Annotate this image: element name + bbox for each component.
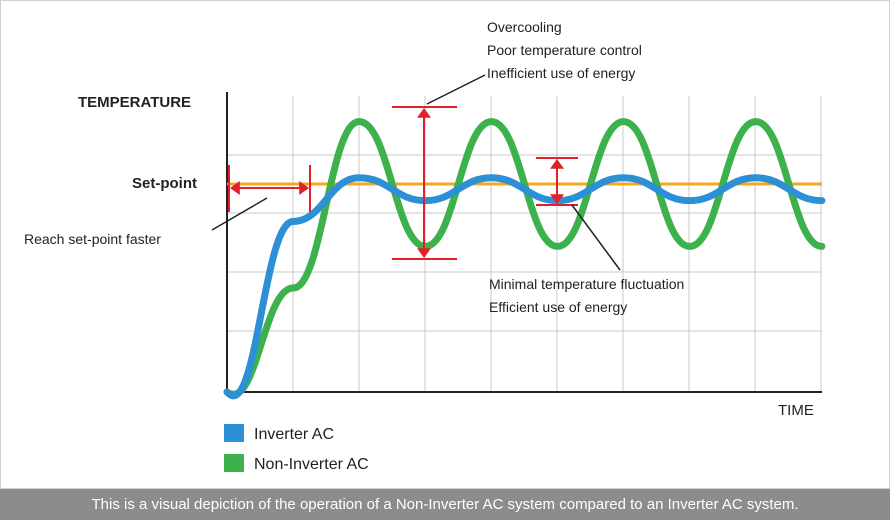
setpoint-label: Set-point bbox=[132, 175, 197, 192]
series-line-non-inverter-ac bbox=[223, 118, 826, 398]
marker-arrow-right bbox=[299, 181, 309, 195]
chart-canvas: TEMPERATURE Set-point TIME Reach set-poi… bbox=[24, 19, 826, 473]
annotation-minimal-2: Efficient use of energy bbox=[489, 299, 627, 315]
annotation-overcooling-3: Inefficient use of energy bbox=[487, 65, 635, 81]
x-axis-label: TIME bbox=[778, 402, 814, 419]
legend-swatch-inverter-ac bbox=[224, 424, 244, 442]
leader-lines bbox=[211, 74, 621, 271]
marker-arrow-down-small bbox=[550, 194, 564, 204]
axes bbox=[226, 92, 822, 393]
leader-overcooling bbox=[426, 74, 486, 105]
leader-minimal bbox=[571, 204, 621, 271]
marker-arrow-left bbox=[230, 181, 240, 195]
legend-swatch-non-inverter-ac bbox=[224, 454, 244, 472]
caption: This is a visual depiction of the operat… bbox=[0, 489, 890, 520]
marker-arrow-down bbox=[417, 248, 431, 258]
annotation-overcooling-2: Poor temperature control bbox=[487, 42, 642, 58]
annotation-markers bbox=[228, 106, 578, 260]
annotation-minimal-1: Minimal temperature fluctuation bbox=[489, 276, 684, 292]
marker-arrow-up-small bbox=[550, 159, 564, 169]
marker-arrow-up bbox=[417, 108, 431, 118]
annotation-reach: Reach set-point faster bbox=[24, 231, 161, 247]
series-line-inverter-ac bbox=[223, 174, 826, 400]
annotation-overcooling-1: Overcooling bbox=[487, 19, 562, 35]
y-axis-label: TEMPERATURE bbox=[78, 94, 191, 111]
legend-label-non-inverter-ac: Non-Inverter AC bbox=[254, 456, 369, 473]
legend-label-inverter-ac: Inverter AC bbox=[254, 426, 334, 443]
leader-reach bbox=[211, 197, 268, 231]
legend: Inverter AC Non-Inverter AC bbox=[224, 424, 369, 473]
